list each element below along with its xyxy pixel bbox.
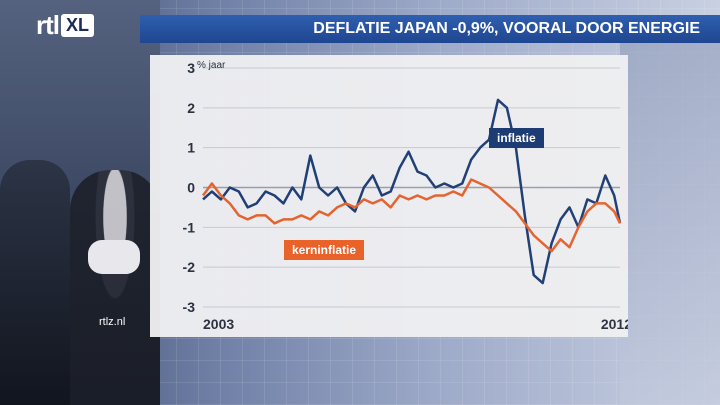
logo-rtl-text: rtl: [36, 10, 60, 40]
background-person: [70, 170, 160, 405]
series-line-inflatie: [202, 98, 622, 285]
watermark-url: rtlz.nl: [99, 316, 126, 328]
y-tick-label: -2: [183, 259, 196, 275]
title-banner: DEFLATIE JAPAN -0,9%, VOORAL DOOR ENERGI…: [140, 15, 720, 43]
rtl-xl-logo: rtl XL: [36, 10, 95, 41]
logo-xl-badge: XL: [61, 14, 95, 37]
y-tick-label: 2: [187, 100, 195, 116]
y-tick-label: 3: [187, 60, 195, 76]
series-label-inflatie: inflatie: [489, 128, 544, 148]
series-line-kerninflatie: [201, 178, 622, 253]
face-mask: [88, 240, 140, 274]
chart-title: DEFLATIE JAPAN -0,9%, VOORAL DOOR ENERGI…: [313, 20, 700, 37]
y-tick-label: 0: [187, 180, 195, 196]
x-tick-label: 2003: [203, 316, 234, 332]
y-tick-label: 1: [187, 140, 195, 156]
x-tick-label: 2012: [601, 316, 628, 332]
line-chart: 3 2 1 0 -1 -2 -3 % jaar 2003 2012: [183, 60, 628, 332]
background-person-left: [0, 160, 70, 405]
y-tick-label: -1: [183, 219, 196, 235]
chart-area: 3 2 1 0 -1 -2 -3 % jaar 2003 2012: [150, 55, 628, 337]
y-tick-label: -3: [183, 299, 196, 315]
y-axis-label: % jaar: [197, 60, 226, 71]
background-right-panel: [620, 40, 720, 405]
series-label-kerninflatie: kerninflatie: [284, 240, 365, 260]
